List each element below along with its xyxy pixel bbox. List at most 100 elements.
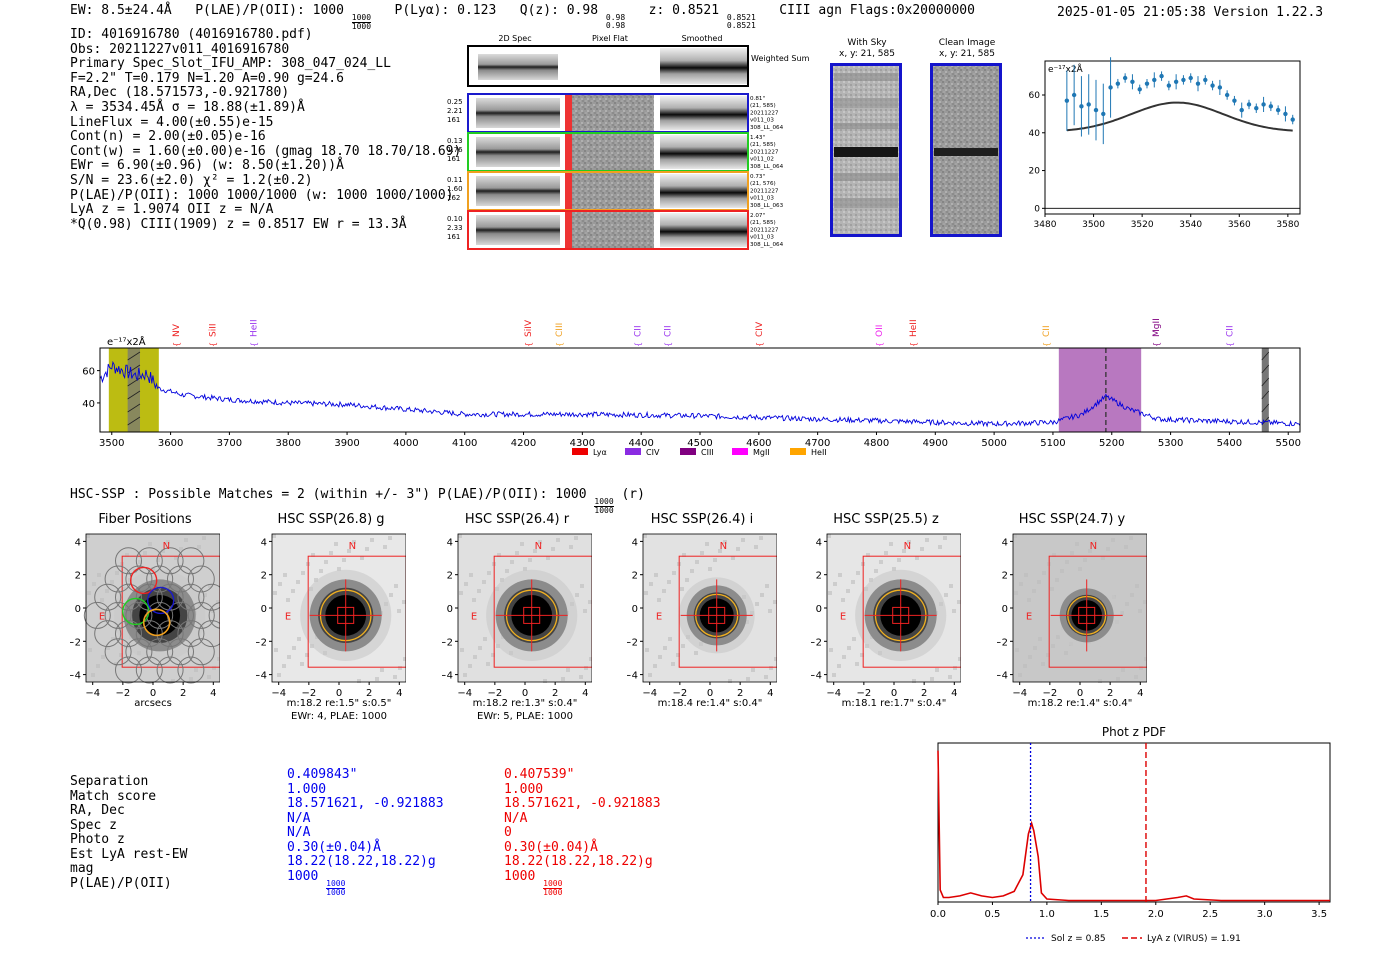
fiber-circle [125,601,153,629]
spectrum-legend-swatch [790,448,806,455]
spectrum-xtick-label: 4700 [805,438,830,449]
zoom-frame [1044,60,1301,215]
stamp-noise-pixel [551,547,555,551]
stamp-noise-pixel [1138,609,1142,613]
hatch-line [127,403,141,413]
stamp-noise-pixel [1051,644,1055,648]
stamp-noise-pixel [828,591,832,595]
stamp-noise-pixel [948,675,952,679]
stamp-noise-pixel [765,584,769,588]
hatch-line [1261,364,1270,374]
stamp-noise-pixel [111,637,115,641]
header-bar: EW: 8.5±24.4Å P(LAE)/P(OII): 1000 1000 1… [70,3,975,31]
stamp-xtick-label: 2 [1107,688,1113,699]
photz-xtick-label: 3.0 [1257,909,1273,920]
header-plae-sub: 1000 [351,22,372,31]
stamp-noise-pixel [1111,538,1115,542]
stamp-noise-pixel [671,662,675,666]
stamp-noise-pixel [1064,651,1068,655]
spectrum-legend-swatch [625,448,641,455]
cutout-gap [654,212,657,248]
spectrum-xtick-label: 4000 [393,438,418,449]
cutout-row-stat: 0.10 [447,215,463,223]
stamp-noise-pixel [943,536,947,540]
stamp-noise-pixel [91,673,95,677]
match-red-value: 0.30(±0.04)Å [504,839,598,855]
stamp-noise-pixel [100,598,104,602]
stamp-noise-pixel [1093,540,1097,544]
lya-hatch [127,348,140,432]
stamp-noise-pixel [523,567,527,571]
search-box [1048,555,1147,668]
center-box [892,606,910,624]
spectrum-xtick-label: 4900 [923,438,948,449]
cutout-row-meta: 20211227 [750,110,779,116]
stamp-noise-pixel [397,609,401,613]
stamp-noise-pixel [114,662,118,666]
header-plya: P(Lyα): 0.123 [394,3,497,18]
spectrum-legend-swatch [732,448,748,455]
spectrum-xtick-label: 4400 [628,438,653,449]
match-blue: 0.409843" 1.000 18.571621, -0.921883 N/A… [287,767,444,897]
clean-image [930,63,1002,237]
cutout-row-meta: 20211227 [750,227,779,233]
edge-hatch [1261,348,1269,432]
stamp-noise-pixel [588,600,592,604]
center-box [708,606,726,624]
stamp-noise-pixel [543,679,547,683]
stamp-noise-pixel [460,648,464,652]
stamp-noise-pixel [723,540,727,544]
stamp-ytick-label: 0 [632,604,638,615]
match-red-value: 0 [504,825,512,840]
info-line: P(LAE)/P(OII): 1000 1000/1000 (w: 1000 1… [70,187,454,203]
stamp-noise-pixel [272,534,276,538]
fiber-circle [187,638,215,666]
zoom-ytick-label: 0 [1034,204,1040,214]
stamp-noise-pixel [1134,675,1138,679]
stamp-noise-pixel [463,673,467,677]
stamp-xtick-label: −2 [487,688,502,699]
fiber-circle [115,620,142,648]
zoom-data-point [1159,73,1164,79]
stamp-image: N E 4 2 0 −2 −4 −4 −2 0 2 4 [442,533,592,699]
spectrum-line-label: CII [1042,325,1052,337]
stamp-ytick-label: 0 [447,604,453,615]
cutout-row-stat: 1.76 [447,146,463,154]
zoom-data-point [1101,111,1106,117]
zoom-data-point [1283,111,1288,117]
stamp-noise-pixel [874,569,878,573]
stamp-noise-pixel [156,558,160,562]
stamp-noise-pixel [1135,584,1139,588]
stamp-noise-pixel [300,662,304,666]
stamp-noise-pixel [827,534,831,538]
info-line: RA,Dec (18.571573,-0.921780) [70,85,290,101]
stamp-noise-pixel [690,569,694,573]
stamp-noise-pixel [1056,635,1060,639]
stamp-xtick-label: 2 [366,688,372,699]
cutout-row-meta: 308_LL_063 [750,203,784,209]
stamp-noise-pixel [957,600,961,604]
spectrum-line-label: OII [875,325,885,337]
stamp-ytick-label: 4 [1002,537,1008,548]
fiber-circle [104,601,132,629]
stamp-noise-pixel [1124,545,1128,549]
stamp-noise-pixel [838,573,842,577]
zoom-xtick-label: 3580 [1276,220,1299,230]
fiber-circle [187,601,215,629]
hsc-stamp: HSC SSP(24.7) y N E 4 2 0 −2 −4 −4 −2 0 2 4 m:18.2 re… [997,512,1147,727]
stamp-ytick-label: −4 [256,671,267,682]
zoom-data-point [1086,102,1091,107]
header-z: z: 0.8521 [648,3,720,18]
info-line: Primary Spec_Slot_IFU_AMP: 308_047_024_L… [70,56,391,72]
spectrum-xtick-label: 3700 [217,438,242,449]
stamp-title: HSC SSP(25.5) z [833,512,939,527]
zoom-xtick-label: 3480 [1034,220,1057,230]
stamp-noise-pixel [768,609,772,613]
weighted-2dspec [478,54,558,80]
stamp-noise-pixel [282,664,286,668]
zoom-xtick-label: 3560 [1228,220,1251,230]
stamp-noise-pixel [110,580,114,584]
stamp-noise-pixel [296,580,300,584]
stamp-noise-pixel [736,547,740,551]
cutout-pixelflat [572,95,654,131]
